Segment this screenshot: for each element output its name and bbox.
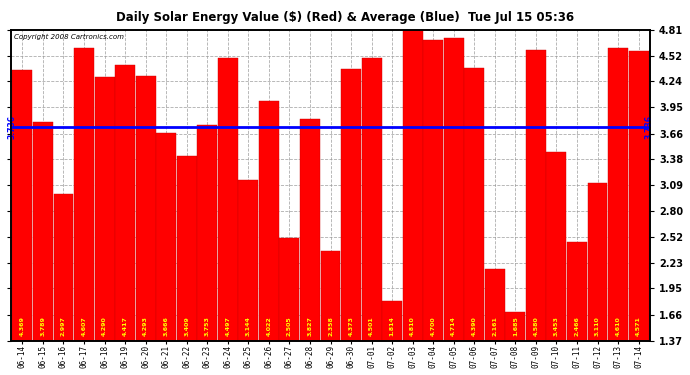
Bar xyxy=(341,69,361,341)
Bar xyxy=(115,65,135,341)
Bar xyxy=(321,251,340,341)
Bar xyxy=(136,76,156,341)
Bar xyxy=(526,51,546,341)
Text: 4.497: 4.497 xyxy=(226,316,230,336)
Text: 4.714: 4.714 xyxy=(451,316,456,336)
Bar xyxy=(485,269,505,341)
Text: 2.358: 2.358 xyxy=(328,316,333,336)
Bar xyxy=(54,194,73,341)
Text: 3.753: 3.753 xyxy=(205,316,210,336)
Bar xyxy=(300,118,320,341)
Text: 4.293: 4.293 xyxy=(143,316,148,336)
Text: 4.373: 4.373 xyxy=(348,316,353,336)
Bar xyxy=(95,77,115,341)
Text: Copyright 2008 Cartronics.com: Copyright 2008 Cartronics.com xyxy=(14,34,124,40)
Bar xyxy=(505,312,525,341)
Text: 3.409: 3.409 xyxy=(184,316,189,336)
Text: 4.810: 4.810 xyxy=(410,316,415,336)
Text: 4.290: 4.290 xyxy=(102,316,107,336)
Bar xyxy=(382,301,402,341)
Text: 1.685: 1.685 xyxy=(513,316,518,336)
Text: 4.501: 4.501 xyxy=(369,316,374,336)
Text: 3.736: 3.736 xyxy=(8,115,17,139)
Text: 4.607: 4.607 xyxy=(81,316,86,336)
Bar xyxy=(197,125,217,341)
Bar xyxy=(238,180,258,341)
Bar xyxy=(279,238,299,341)
Text: 3.453: 3.453 xyxy=(554,316,559,336)
Bar xyxy=(546,152,566,341)
Bar xyxy=(218,58,238,341)
Bar xyxy=(608,48,628,341)
Text: Daily Solar Energy Value ($) (Red) & Average (Blue)  Tue Jul 15 05:36: Daily Solar Energy Value ($) (Red) & Ave… xyxy=(116,11,574,24)
Text: 3.110: 3.110 xyxy=(595,316,600,336)
Text: 4.369: 4.369 xyxy=(20,316,25,336)
Text: 4.580: 4.580 xyxy=(533,316,538,336)
Text: 4.700: 4.700 xyxy=(431,316,435,336)
Text: 2.505: 2.505 xyxy=(287,316,292,336)
Text: 4.417: 4.417 xyxy=(123,316,128,336)
Text: 3.789: 3.789 xyxy=(41,316,46,336)
Bar xyxy=(423,40,443,341)
Bar xyxy=(567,242,587,341)
Text: 2.161: 2.161 xyxy=(493,316,497,336)
Bar xyxy=(588,183,607,341)
Bar xyxy=(629,51,649,341)
Text: 4.610: 4.610 xyxy=(615,316,620,336)
Bar xyxy=(403,30,423,341)
Bar xyxy=(177,156,197,341)
Text: 2.466: 2.466 xyxy=(575,316,580,336)
Text: 1.814: 1.814 xyxy=(390,316,395,336)
Bar xyxy=(156,133,176,341)
Bar xyxy=(74,48,94,341)
Text: 3.144: 3.144 xyxy=(246,316,251,336)
Text: 4.571: 4.571 xyxy=(636,316,641,336)
Text: 2.997: 2.997 xyxy=(61,316,66,336)
Bar xyxy=(444,38,464,341)
Text: 3.827: 3.827 xyxy=(308,316,313,336)
Bar xyxy=(464,68,484,341)
Text: 4.390: 4.390 xyxy=(472,316,477,336)
Text: 4.022: 4.022 xyxy=(266,316,271,336)
Bar xyxy=(12,70,32,341)
Text: 3.736: 3.736 xyxy=(644,115,653,139)
Bar xyxy=(33,122,53,341)
Bar xyxy=(362,58,382,341)
Bar xyxy=(259,101,279,341)
Text: 3.666: 3.666 xyxy=(164,316,168,336)
